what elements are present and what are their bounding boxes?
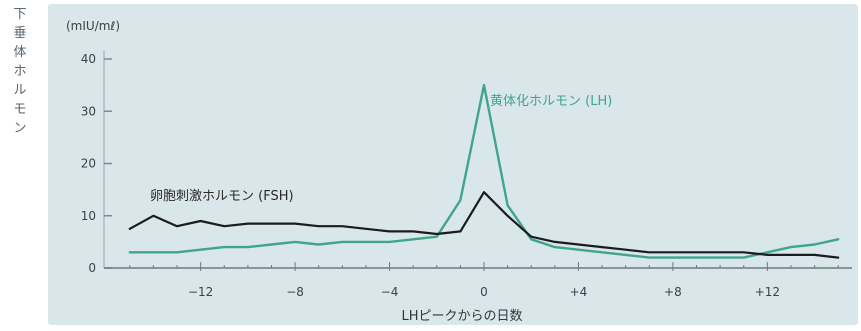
y-axis: 0 10 20 30 40 [81, 50, 112, 275]
series-label-fsh: 卵胞刺激ホルモン (FSH) [150, 189, 294, 204]
y-tick-label: 30 [81, 104, 96, 118]
series-group [128, 83, 840, 259]
y-axis-title-char: ル [13, 83, 26, 98]
series-line-fsh [128, 191, 840, 259]
x-tick-label: −12 [188, 285, 213, 299]
x-tick-label: 0 [480, 285, 488, 299]
y-tick-label: 0 [88, 261, 96, 275]
x-tick-label: −4 [381, 285, 399, 299]
y-axis-title-char: 体 [13, 45, 26, 60]
y-axis-title-char: ホ [13, 64, 26, 79]
plot-background [48, 4, 858, 325]
y-tick-label: 20 [81, 157, 96, 171]
x-tick-label: +4 [570, 285, 588, 299]
y-unit-label: (mIU/mℓ) [66, 19, 120, 33]
x-tick-label: +8 [664, 285, 682, 299]
x-tick-label: −8 [286, 285, 304, 299]
y-axis-title-char: ン [13, 121, 26, 136]
x-axis: −12 −8 −4 0 +4 +8 +12 [104, 262, 852, 299]
series-label-lh: 黄体化ホルモン (LH) [490, 94, 612, 109]
y-tick-label: 40 [81, 52, 96, 66]
y-tick-label: 10 [81, 209, 96, 223]
y-axis-title-char: 下 [13, 7, 26, 22]
y-axis-title-char: 垂 [13, 26, 26, 41]
y-axis-title-char: モ [13, 102, 26, 117]
x-tick-label: +12 [755, 285, 780, 299]
series-line-lh [128, 83, 840, 259]
x-axis-title: LHピークからの日数 [401, 309, 522, 324]
